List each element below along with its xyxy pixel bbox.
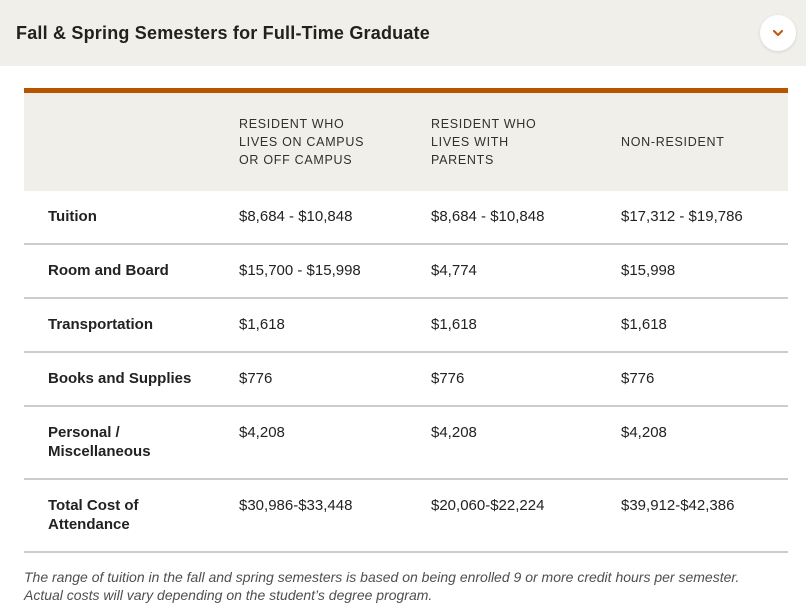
row-label-transportation: Transportation — [24, 297, 239, 353]
row-label-total-cost: Total Cost of Attendance — [24, 478, 239, 553]
cell-value: $8,684 - $10,848 — [431, 190, 621, 245]
accordion-title: Fall & Spring Semesters for Full-Time Gr… — [16, 22, 430, 43]
cell-value: $8,684 - $10,848 — [239, 190, 431, 245]
table-row: Transportation $1,618 $1,618 $1,618 — [24, 297, 788, 353]
cost-table-container: RESIDENT WHO LIVES ON CAMPUS OR OFF CAMP… — [24, 88, 788, 553]
cell-value: $776 — [621, 351, 788, 407]
cell-value: $39,912-$42,386 — [621, 478, 788, 553]
table-row: Total Cost of Attendance $30,986-$33,448… — [24, 478, 788, 553]
cell-value: $1,618 — [431, 297, 621, 353]
cell-value: $4,208 — [621, 405, 788, 480]
cell-value: $1,618 — [239, 297, 431, 353]
table-header-row: RESIDENT WHO LIVES ON CAMPUS OR OFF CAMP… — [24, 90, 788, 191]
table-row: Room and Board $15,700 - $15,998 $4,774 … — [24, 243, 788, 299]
table-row: Personal / Miscellaneous $4,208 $4,208 $… — [24, 405, 788, 480]
column-header-resident-on-campus: RESIDENT WHO LIVES ON CAMPUS OR OFF CAMP… — [239, 90, 431, 191]
row-label-personal-miscellaneous: Personal / Miscellaneous — [24, 405, 239, 480]
cell-value: $15,700 - $15,998 — [239, 243, 431, 299]
cell-value: $776 — [431, 351, 621, 407]
table-row: Tuition $8,684 - $10,848 $8,684 - $10,84… — [24, 190, 788, 245]
accordion-header[interactable]: Fall & Spring Semesters for Full-Time Gr… — [0, 0, 806, 66]
column-header-blank — [24, 90, 239, 191]
cell-value: $15,998 — [621, 243, 788, 299]
chevron-down-icon — [770, 25, 786, 41]
row-label-books-and-supplies: Books and Supplies — [24, 351, 239, 407]
cell-value: $4,208 — [239, 405, 431, 480]
row-label-room-and-board: Room and Board — [24, 243, 239, 299]
table-row: Books and Supplies $776 $776 $776 — [24, 351, 788, 407]
cell-value: $17,312 - $19,786 — [621, 190, 788, 245]
column-header-non-resident: NON-RESIDENT — [621, 90, 788, 191]
cell-value: $4,774 — [431, 243, 621, 299]
cost-of-attendance-table: RESIDENT WHO LIVES ON CAMPUS OR OFF CAMP… — [24, 88, 788, 553]
accordion-toggle-button[interactable] — [760, 15, 796, 51]
cell-value: $4,208 — [431, 405, 621, 480]
row-label-tuition: Tuition — [24, 190, 239, 245]
cell-value: $776 — [239, 351, 431, 407]
tuition-range-footnote: The range of tuition in the fall and spr… — [24, 568, 740, 604]
column-header-resident-with-parents: RESIDENT WHO LIVES WITH PARENTS — [431, 90, 621, 191]
cell-value: $1,618 — [621, 297, 788, 353]
cell-value: $30,986-$33,448 — [239, 478, 431, 553]
cell-value: $20,060-$22,224 — [431, 478, 621, 553]
